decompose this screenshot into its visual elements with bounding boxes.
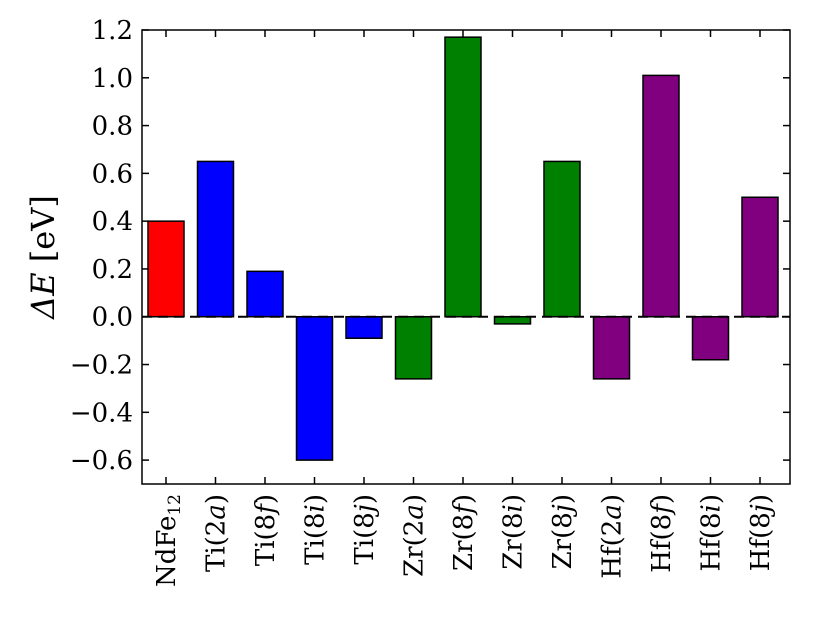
bars-group <box>147 36 779 461</box>
x-tick-label-9: Hf(2a) <box>598 494 628 579</box>
bar-0 <box>147 220 185 318</box>
y-tick-label-7: −0.2 <box>70 351 133 381</box>
y-axis-label-unit: [eV] <box>24 195 62 262</box>
y-axis-label: ΔE [eV] <box>24 195 62 321</box>
bar-7 <box>493 315 532 325</box>
bar-4 <box>345 315 383 339</box>
x-tick-label-5: Zr(2a) <box>400 494 430 577</box>
y-tick-label-0: 1.2 <box>92 16 133 46</box>
x-tick-label-10: Hf(8f) <box>647 494 677 573</box>
x-tick-label-7: Zr(8i) <box>499 494 529 570</box>
bar-8 <box>543 160 581 318</box>
bar-2 <box>246 270 284 318</box>
bar-9 <box>592 315 631 380</box>
bar-6 <box>444 36 482 318</box>
x-tick-label-3: Ti(8i) <box>301 494 331 565</box>
y-tick-label-6: 0.0 <box>92 303 133 333</box>
x-tick-label-1: Ti(2a) <box>202 494 232 572</box>
y-tick-label-2: 0.8 <box>92 112 133 142</box>
bar-3 <box>295 315 334 461</box>
x-tick-label-11: Hf(8i) <box>697 494 727 571</box>
bar-12 <box>741 196 779 318</box>
plot-frame <box>141 29 791 485</box>
y-tick-label-4: 0.4 <box>92 207 133 237</box>
x-axis-ticks: NdFe12 Ti(2a) Ti(8f) Ti(8i) Ti(8j) Zr(2a) Zr(8… <box>152 30 776 587</box>
y-tick-label-5: 0.2 <box>92 255 133 285</box>
bar-1 <box>196 160 235 318</box>
bar-5 <box>394 315 433 380</box>
x-tick-label-2: Ti(8f) <box>251 494 281 566</box>
y-tick-label-1: 1.0 <box>92 64 133 94</box>
y-tick-label-9: −0.6 <box>70 446 133 476</box>
bar-10 <box>642 74 680 318</box>
y-axis-label-symbol: ΔE <box>24 272 62 320</box>
x-tick-label-4: Ti(8j) <box>350 494 380 565</box>
y-axis-ticks: 1.2 1.0 0.8 0.6 0.4 0.2 0.0 −0.2 −0.4 −0.6 <box>70 16 790 476</box>
x-tick-label-6: Zr(8f) <box>449 494 479 571</box>
x-tick-label-8: Zr(8j) <box>548 494 578 569</box>
bar-11 <box>691 315 730 361</box>
x-tick-label-0: NdFe12 <box>152 494 185 587</box>
y-tick-label-3: 0.6 <box>92 159 133 189</box>
x-tick-label-12: Hf(8j) <box>746 494 776 571</box>
y-tick-label-8: −0.4 <box>70 398 133 428</box>
